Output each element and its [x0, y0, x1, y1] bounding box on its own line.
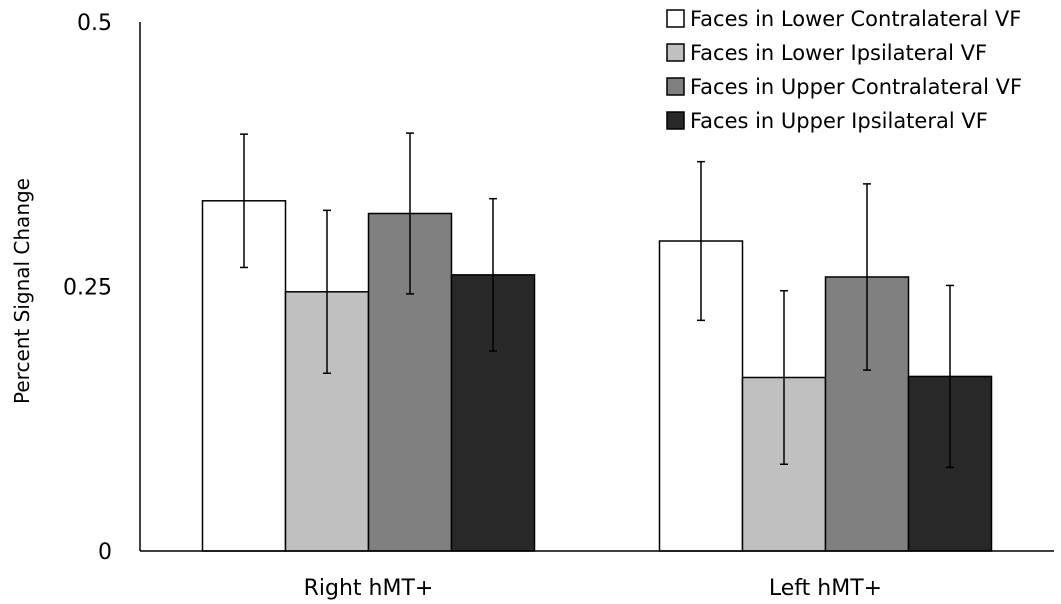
legend: Faces in Lower Contralateral VF Faces in … — [666, 7, 1022, 133]
error-bar-2-1 — [697, 160, 705, 322]
legend-label: Faces in Lower Ipsilateral VF — [690, 41, 987, 65]
error-bar-1-4 — [489, 197, 497, 352]
legend-swatch — [666, 9, 685, 28]
error-bar-2-2 — [780, 289, 788, 465]
y-tick-labels: 0 0.25 0.5 — [63, 11, 112, 565]
error-bar-2-3 — [863, 183, 871, 371]
legend-item-4: Faces in Upper Ipsilateral VF — [666, 109, 988, 133]
x-category-labels: Right hMT+ Left hMT+ — [304, 576, 882, 601]
y-axis-label: Percent Signal Change — [10, 178, 34, 404]
legend-label: Faces in Upper Ipsilateral VF — [690, 109, 988, 133]
category-label: Left hMT+ — [769, 576, 882, 601]
error-bar-1-3 — [406, 132, 414, 295]
error-bar-2-4 — [946, 284, 954, 469]
y-tick-label: 0 — [98, 540, 112, 565]
y-tick-label: 0.5 — [77, 11, 112, 36]
legend-item-1: Faces in Lower Contralateral VF — [666, 7, 1021, 31]
legend-swatch — [666, 43, 685, 62]
legend-label: Faces in Lower Contralateral VF — [690, 7, 1021, 31]
error-bars-layer — [240, 132, 954, 469]
legend-swatch — [666, 77, 685, 96]
bars-layer — [201, 200, 993, 552]
category-label: Right hMT+ — [304, 576, 434, 601]
legend-label: Faces in Upper Contralateral VF — [690, 75, 1022, 99]
legend-item-3: Faces in Upper Contralateral VF — [666, 75, 1022, 99]
legend-item-2: Faces in Lower Ipsilateral VF — [666, 41, 987, 65]
error-bar-1-1 — [240, 133, 248, 269]
y-tick-label: 0.25 — [63, 276, 112, 301]
error-bar-1-2 — [323, 209, 331, 375]
legend-swatch — [666, 111, 685, 130]
